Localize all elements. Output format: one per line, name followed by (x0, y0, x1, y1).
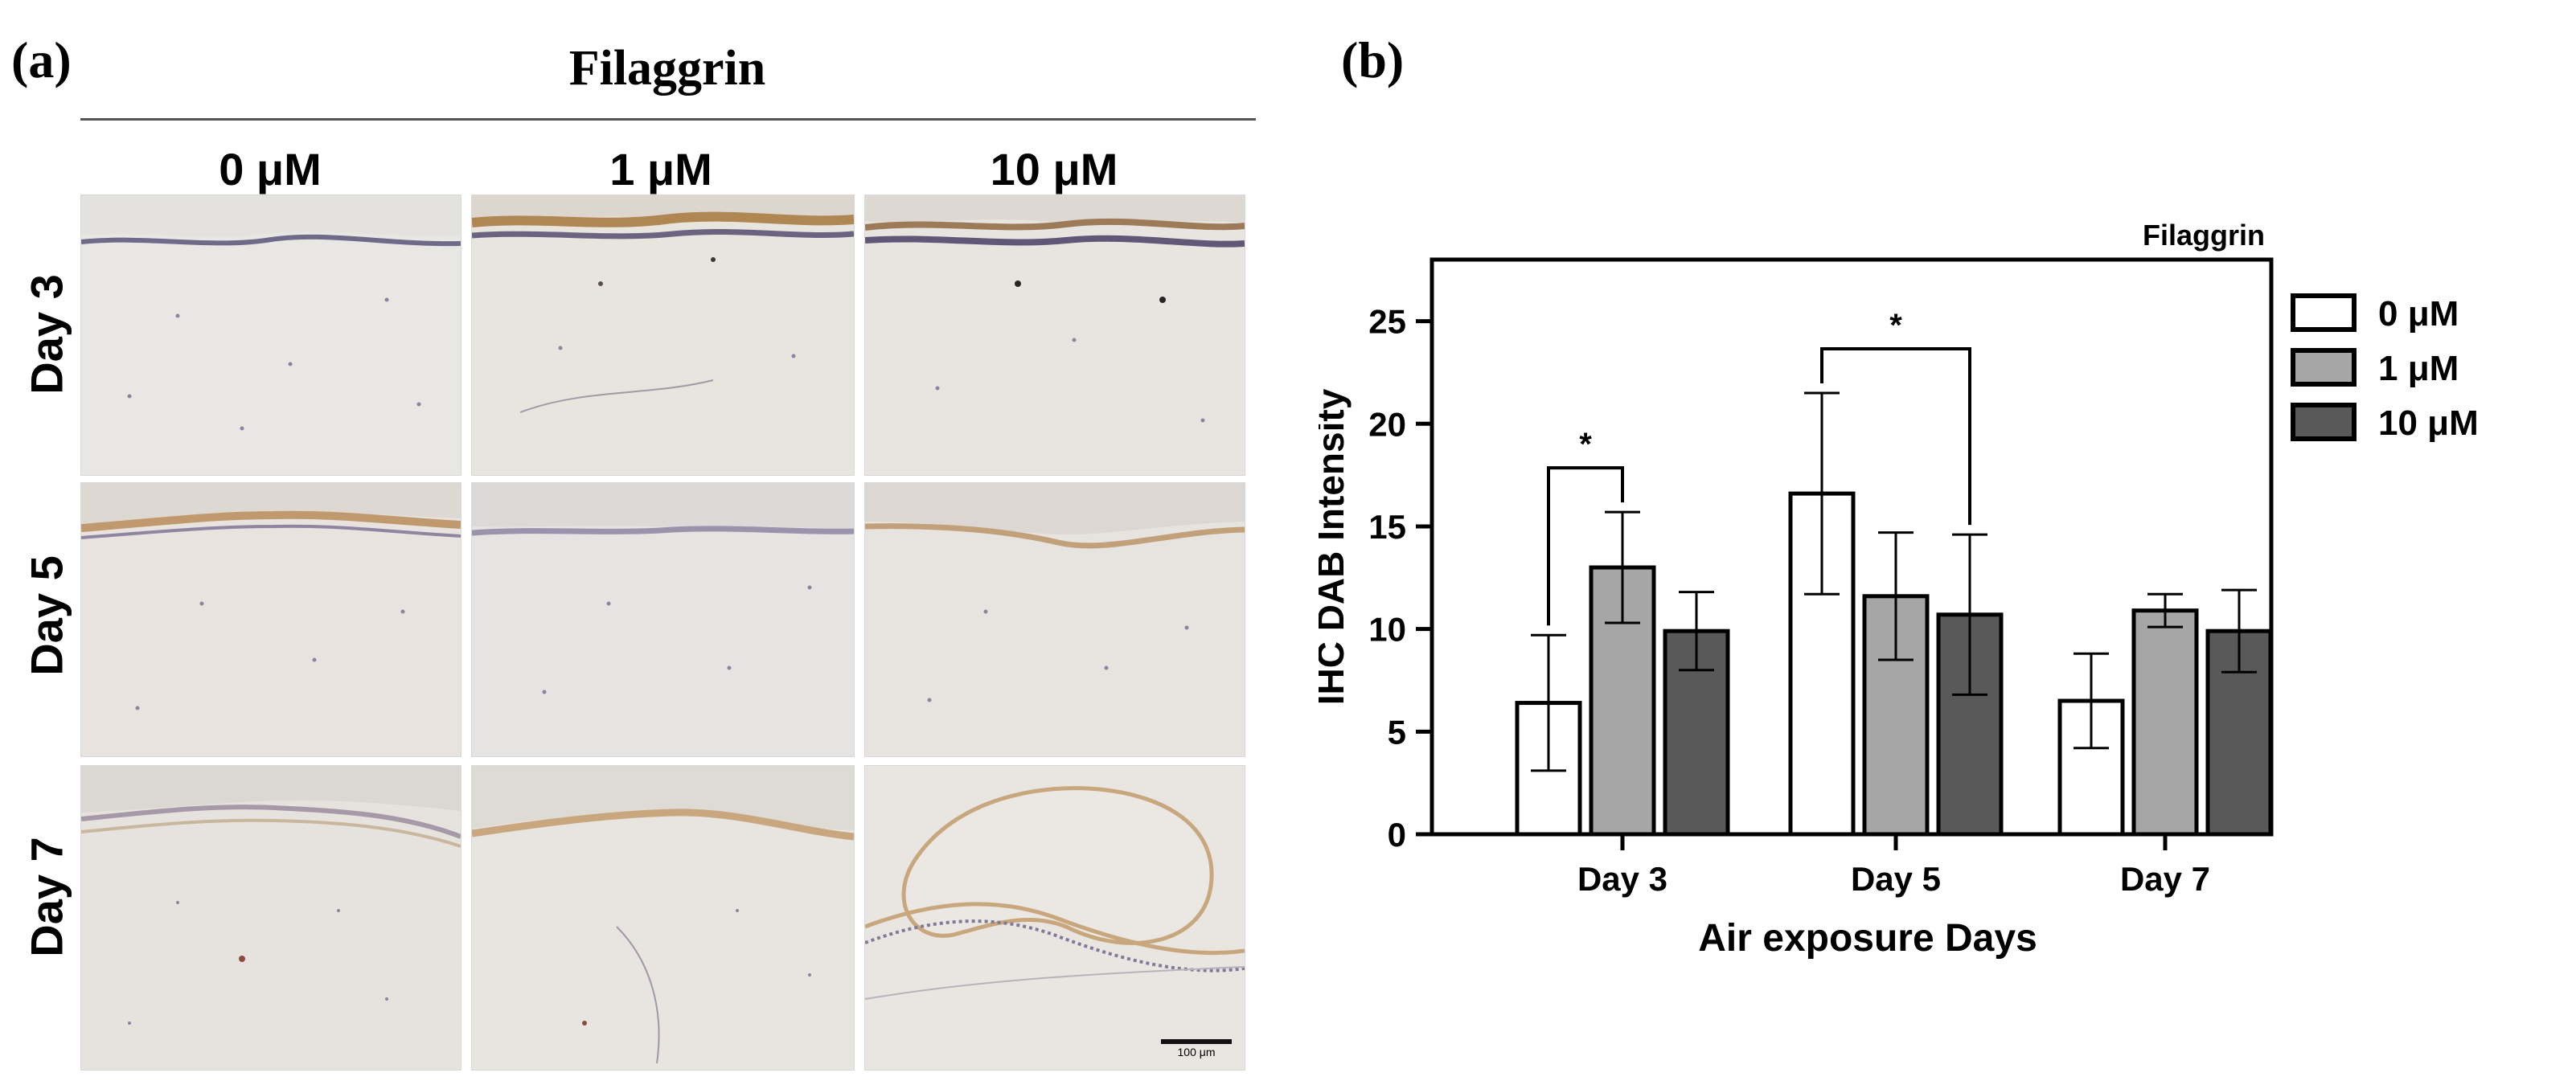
legend-label: 10 μM (2378, 403, 2479, 443)
chart-title: Filaggrin (2143, 219, 2265, 252)
micrograph-day7-1um (471, 765, 855, 1071)
legend-swatch (2291, 403, 2357, 441)
scale-bar-label: 100 μm (1177, 1046, 1216, 1058)
y-tick-label: 10 (1368, 611, 1406, 649)
legend-swatch (2291, 348, 2357, 387)
significance-bracket (1820, 346, 1971, 526)
y-tick-label: 20 (1368, 405, 1406, 443)
micrograph-day5-10um (864, 482, 1245, 757)
legend-label: 1 μM (2378, 349, 2459, 388)
column-label-0um: 0 μM (219, 144, 322, 194)
row-label-day7: Day 7 (21, 837, 72, 957)
significance-marker: * (1889, 308, 1902, 343)
micrograph-day5-1um (471, 482, 855, 757)
panel-b-label: (b) (1341, 31, 1405, 88)
y-tick-label: 25 (1368, 303, 1406, 341)
y-tick-label: 0 (1388, 816, 1406, 854)
bar (2057, 698, 2125, 837)
micrograph-day3-1um (471, 194, 855, 476)
row-label-day5: Day 5 (21, 555, 72, 676)
y-tick-label: 15 (1368, 508, 1406, 546)
legend-label: 0 μM (2378, 294, 2459, 334)
bar (2131, 608, 2199, 837)
micrograph-day7-10um: 100 μm (864, 765, 1245, 1071)
title-divider (80, 118, 1256, 121)
micrograph-day3-0um (80, 194, 461, 476)
x-axis-label: Air exposure Days (1698, 917, 2037, 960)
y-axis-label: IHC DAB Intensity (1319, 388, 1352, 705)
bar-chart: Filaggrin 0 5 10 15 20 25 IHC DAB Intensity Day … (1319, 219, 2479, 960)
micrograph-day5-0um (80, 482, 461, 757)
x-tick-label: Day 3 (1577, 860, 1667, 898)
column-label-1um: 1 μM (609, 144, 712, 194)
panel-a-label: (a) (11, 31, 72, 88)
panel-a-title: Filaggrin (568, 41, 766, 96)
x-tick-label: Day 7 (2120, 860, 2210, 898)
legend-swatch (2291, 293, 2357, 332)
y-tick-label: 5 (1388, 713, 1406, 751)
row-label-day3: Day 3 (21, 274, 72, 395)
micrograph-day7-0um (80, 765, 461, 1071)
significance-marker: * (1579, 427, 1592, 462)
micrograph-day3-10um (864, 194, 1245, 476)
column-label-10um: 10 μM (990, 144, 1118, 194)
x-tick-label: Day 5 (1851, 860, 1941, 898)
significance-bracket (1547, 466, 1624, 626)
